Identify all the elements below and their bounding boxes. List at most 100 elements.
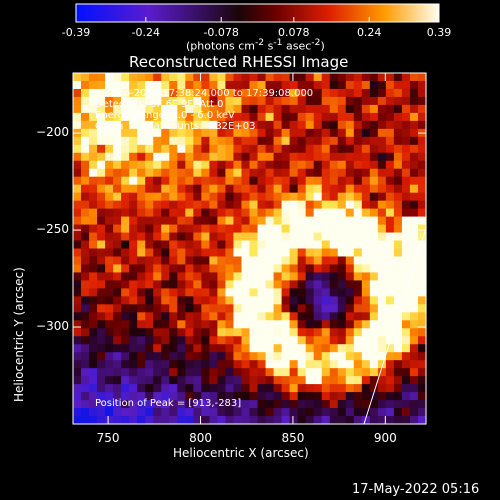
heatmap-cell xyxy=(121,152,130,162)
heatmap-cell xyxy=(361,360,371,369)
plot-frame xyxy=(72,72,427,425)
heatmap-cell xyxy=(137,104,146,114)
heatmap-cell xyxy=(377,200,387,210)
heatmap-cell xyxy=(353,160,363,170)
heatmap-cell xyxy=(185,80,194,90)
heatmap-cell xyxy=(265,328,275,337)
heatmap-cell xyxy=(97,216,106,226)
heatmap-cell xyxy=(225,416,235,425)
heatmap-cell xyxy=(193,296,202,305)
heatmap-cell xyxy=(289,264,299,274)
heatmap-cell xyxy=(73,400,82,409)
heatmap-cell xyxy=(225,200,235,210)
heatmap-cell xyxy=(177,136,186,146)
heatmap-cell xyxy=(153,248,162,258)
heatmap-cell xyxy=(361,184,371,194)
heatmap-cell xyxy=(209,336,219,345)
heatmap-cell xyxy=(313,288,323,297)
heatmap-cell xyxy=(265,360,275,369)
heatmap-cell xyxy=(409,280,419,289)
heatmap-cell xyxy=(161,392,170,401)
heatmap-cell xyxy=(121,80,130,90)
heatmap-cell xyxy=(105,88,114,98)
heatmap-cell xyxy=(401,368,411,377)
heatmap-cell xyxy=(209,96,219,106)
heatmap-cell xyxy=(409,416,419,425)
heatmap-cell xyxy=(113,280,122,289)
heatmap-cell xyxy=(401,152,411,162)
heatmap-cell xyxy=(417,216,427,226)
heatmap-cell xyxy=(201,144,210,154)
heatmap-cell xyxy=(153,112,162,122)
heatmap-cell xyxy=(105,296,114,305)
heatmap-cell xyxy=(361,192,371,202)
heatmap-cell xyxy=(321,248,331,258)
heatmap-cell xyxy=(361,232,371,242)
heatmap-cell xyxy=(249,400,259,409)
heatmap-cell xyxy=(105,384,114,393)
colorbar-tick-label: 0.078 xyxy=(278,26,310,39)
heatmap-cell xyxy=(161,104,170,114)
heatmap-cell xyxy=(113,160,122,170)
heatmap-cell xyxy=(321,272,331,282)
heatmap-cell xyxy=(409,136,419,146)
heatmap-cell xyxy=(209,256,219,266)
heatmap-cell xyxy=(297,288,307,297)
heatmap-cell xyxy=(297,392,307,401)
heatmap-cell xyxy=(89,376,98,385)
heatmap-cell xyxy=(193,216,202,226)
heatmap-cell xyxy=(129,344,138,353)
heatmap-cell xyxy=(289,144,299,154)
heatmap-cell xyxy=(153,352,162,361)
heatmap-cell xyxy=(353,264,363,274)
heatmap-cell xyxy=(137,400,146,409)
heatmap-cell xyxy=(217,336,227,345)
heatmap-cell xyxy=(161,288,170,297)
heatmap-cell xyxy=(209,312,219,321)
heatmap-cell xyxy=(281,280,291,289)
heatmap-cell xyxy=(281,336,291,345)
heatmap-cell xyxy=(97,184,106,194)
heatmap-cell xyxy=(145,176,154,186)
heatmap-cell xyxy=(129,248,138,258)
heatmap-cell xyxy=(137,368,146,377)
heatmap-cell xyxy=(361,224,371,234)
heatmap-cell xyxy=(73,176,82,186)
heatmap-cell xyxy=(177,216,186,226)
heatmap-cell xyxy=(121,208,130,218)
heatmap-cell xyxy=(145,96,154,106)
heatmap-cell xyxy=(353,296,363,305)
heatmap-cell xyxy=(321,96,331,106)
heatmap-cell xyxy=(105,304,114,313)
heatmap-cell xyxy=(145,208,154,218)
heatmap-cell xyxy=(297,160,307,170)
heatmap-cell xyxy=(81,280,90,289)
heatmap-cell xyxy=(361,176,371,186)
heatmap-cell xyxy=(385,88,395,98)
heatmap-cell xyxy=(169,168,178,178)
heatmap-cell xyxy=(313,208,323,218)
heatmap-cell xyxy=(153,152,162,162)
heatmap-cell xyxy=(233,392,243,401)
heatmap-cell xyxy=(161,368,170,377)
colorbar-tick-label: -0.078 xyxy=(203,26,239,39)
heatmap-cell xyxy=(105,248,114,258)
heatmap-cell xyxy=(241,168,251,178)
heatmap-cell xyxy=(281,392,291,401)
heatmap-cell xyxy=(137,336,146,345)
heatmap-cell xyxy=(305,192,315,202)
heatmap-cell xyxy=(121,384,130,393)
heatmap-cell xyxy=(377,376,387,385)
heatmap-cell xyxy=(329,128,339,138)
heatmap-cell xyxy=(145,112,154,122)
heatmap-cell xyxy=(97,320,106,329)
heatmap-cell xyxy=(265,264,275,274)
heatmap-cell xyxy=(329,96,339,106)
heatmap-cell xyxy=(153,240,162,250)
heatmap-cell xyxy=(89,128,98,138)
heatmap-cell xyxy=(153,120,162,130)
heatmap-cell xyxy=(121,304,130,313)
heatmap-cell xyxy=(257,128,267,138)
heatmap-cell xyxy=(305,320,315,329)
heatmap-cell xyxy=(233,112,243,122)
